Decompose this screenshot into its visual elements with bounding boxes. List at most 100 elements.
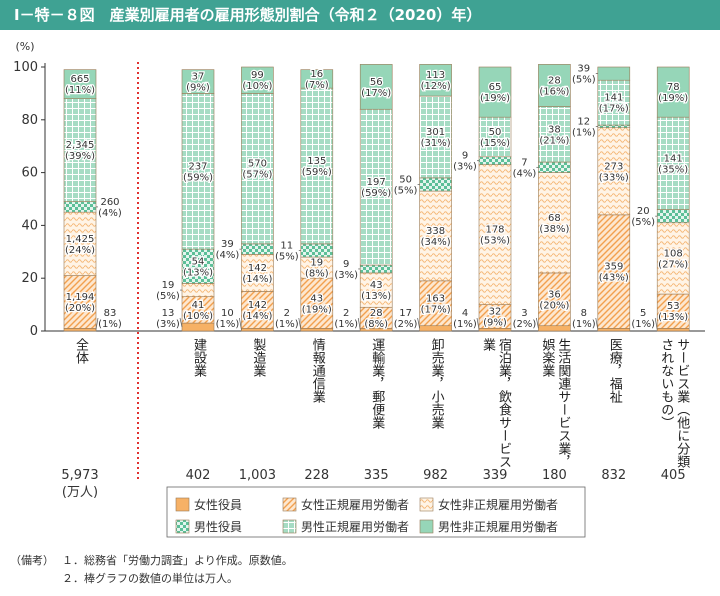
count-label: 8 bbox=[581, 308, 587, 319]
legend-swatch bbox=[175, 519, 190, 534]
count-label: 113 bbox=[426, 70, 445, 81]
data-label: 83 (1%) bbox=[98, 308, 122, 330]
data-label: 37 (9%) bbox=[186, 72, 210, 94]
percent-label: (39%) bbox=[65, 151, 95, 162]
bar-segment bbox=[300, 243, 334, 258]
count-label: 20 bbox=[637, 206, 650, 217]
bar-segment bbox=[300, 277, 334, 329]
x-tick-label: 生活関連サービス業，娯楽業 bbox=[539, 338, 571, 468]
legend-swatch bbox=[419, 519, 434, 534]
data-label: 142 (14%) bbox=[242, 300, 272, 322]
leader-line bbox=[654, 317, 658, 330]
bar-segment bbox=[181, 322, 215, 332]
bar-segment bbox=[419, 177, 452, 192]
legend-swatch bbox=[282, 519, 297, 534]
data-label: 570 (57%) bbox=[242, 159, 272, 181]
count-label: 301 bbox=[426, 127, 445, 138]
legend-box bbox=[166, 486, 586, 538]
data-label: 99 (10%) bbox=[242, 70, 272, 92]
percent-label: (59%) bbox=[361, 188, 391, 199]
count-label: 665 bbox=[70, 74, 89, 85]
count-label: 2 bbox=[343, 308, 349, 319]
percent-label: (1%) bbox=[453, 319, 477, 330]
percent-label: (59%) bbox=[183, 172, 213, 183]
bar-segment bbox=[241, 243, 274, 255]
data-label: 2 (1%) bbox=[275, 308, 299, 330]
data-label: 359 (43%) bbox=[599, 262, 629, 284]
bar-segment bbox=[478, 328, 512, 332]
percent-label: (5%) bbox=[631, 217, 655, 228]
percent-label: (14%) bbox=[242, 274, 272, 285]
percent-label: (43%) bbox=[599, 273, 629, 284]
percent-label: (10%) bbox=[242, 81, 272, 92]
percent-label: (8%) bbox=[305, 269, 329, 280]
total-label: 405 bbox=[661, 468, 686, 483]
count-label: 570 bbox=[248, 159, 267, 170]
percent-label: (9%) bbox=[186, 83, 210, 94]
bar-segment bbox=[419, 95, 452, 179]
total-label: 982 bbox=[423, 468, 448, 483]
data-label: 108 (27%) bbox=[658, 248, 688, 270]
data-label: 50 (5%) bbox=[394, 174, 418, 196]
y-tick-label: 80 bbox=[21, 113, 38, 128]
count-label: 16 bbox=[310, 69, 323, 80]
count-label: 38 bbox=[548, 124, 561, 135]
data-label: 43 (13%) bbox=[361, 280, 391, 302]
data-label: 39 (5%) bbox=[572, 64, 596, 86]
percent-label: (7%) bbox=[305, 80, 329, 91]
count-label: 50 bbox=[489, 127, 502, 138]
bar-segment bbox=[181, 69, 215, 94]
count-label: 17 bbox=[399, 308, 412, 319]
note: ２．棒グラフの数値の単位は万人。 bbox=[62, 572, 238, 585]
percent-label: (11%) bbox=[65, 85, 95, 96]
bar-segment bbox=[63, 98, 97, 202]
count-label: 359 bbox=[604, 262, 623, 273]
percent-label: (1%) bbox=[98, 319, 122, 330]
data-label: 163 (17%) bbox=[421, 293, 451, 315]
total-label: 180 bbox=[542, 468, 567, 483]
bar-segment bbox=[538, 272, 571, 327]
count-label: 338 bbox=[426, 226, 445, 237]
count-label: 53 bbox=[667, 301, 680, 312]
legend-label: 男性役員 bbox=[194, 519, 242, 534]
y-tick-label: 0 bbox=[30, 324, 38, 339]
count-label: 108 bbox=[664, 248, 683, 259]
percent-label: (1%) bbox=[572, 127, 596, 138]
bar-segment bbox=[538, 172, 571, 274]
bar-segment bbox=[181, 283, 215, 297]
count-label: 99 bbox=[251, 70, 264, 81]
bar-segment bbox=[656, 116, 690, 210]
data-label: 12 (1%) bbox=[572, 116, 596, 138]
data-label: 36 (20%) bbox=[539, 289, 569, 311]
data-label: 39 (4%) bbox=[216, 239, 240, 261]
percent-label: (4%) bbox=[513, 168, 537, 179]
count-label: 135 bbox=[307, 156, 326, 167]
percent-label: (20%) bbox=[539, 300, 569, 311]
bar-segment bbox=[300, 69, 334, 89]
percent-label: (5%) bbox=[394, 185, 418, 196]
data-label: 4 (1%) bbox=[453, 308, 477, 330]
count-label: 56 bbox=[370, 77, 383, 88]
count-label: 11 bbox=[280, 240, 293, 251]
count-label: 197 bbox=[367, 177, 386, 188]
percent-label: (31%) bbox=[421, 138, 451, 149]
percent-label: (5%) bbox=[572, 75, 596, 86]
leader-line bbox=[179, 317, 183, 328]
percent-label: (19%) bbox=[658, 93, 688, 104]
count-label: 54 bbox=[192, 256, 205, 267]
count-label: 1,425 bbox=[66, 234, 95, 245]
bar-segment bbox=[656, 293, 690, 329]
bar-segment bbox=[478, 164, 512, 305]
percent-label: (4%) bbox=[98, 208, 122, 219]
count-label: 13 bbox=[162, 308, 175, 319]
percent-label: (16%) bbox=[539, 86, 569, 97]
count-label: 19 bbox=[310, 258, 323, 269]
percent-label: (17%) bbox=[599, 104, 629, 115]
data-label: 32 (9%) bbox=[483, 306, 507, 328]
count-label: 36 bbox=[548, 289, 561, 300]
leader-line bbox=[476, 317, 480, 330]
percent-label: (5%) bbox=[156, 291, 180, 302]
chart-title: Ⅰ－特－８図 産業別雇用者の雇用形態別割合（令和２（2020）年） bbox=[0, 0, 720, 30]
count-label: 142 bbox=[248, 263, 267, 274]
count-label: 9 bbox=[462, 151, 468, 162]
